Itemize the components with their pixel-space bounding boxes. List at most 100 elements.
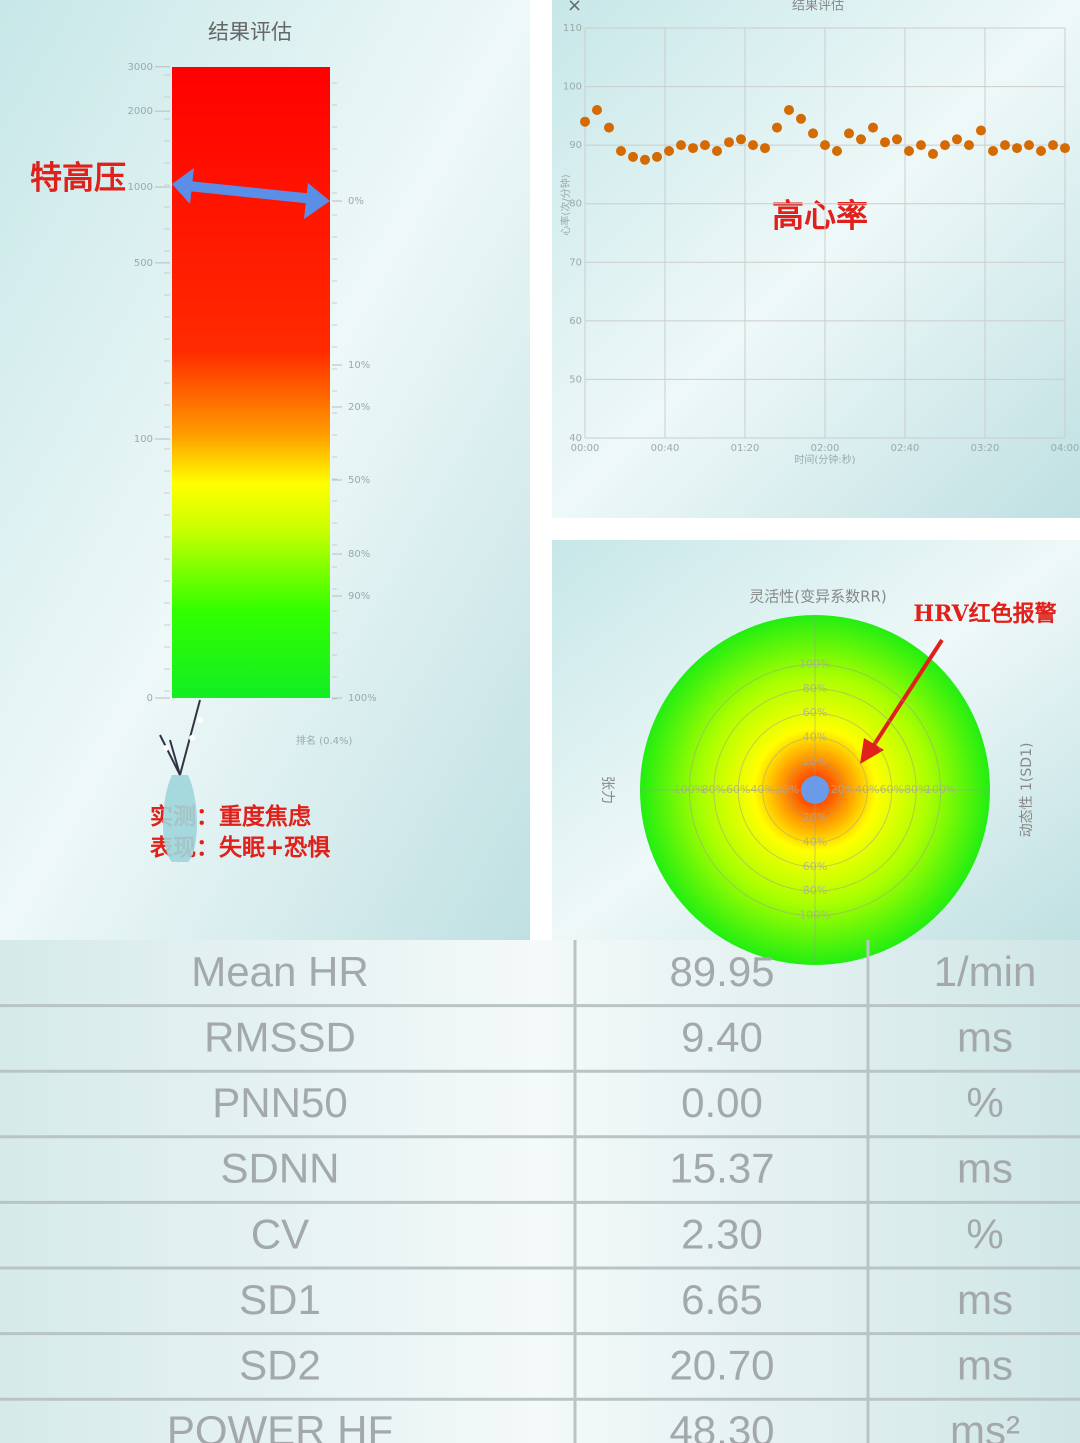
table-cell: 6.65 xyxy=(681,1276,763,1323)
table-panel xyxy=(0,940,1080,1443)
x-tick-label: 03:20 xyxy=(971,443,1000,454)
table-cell: RMSSD xyxy=(204,1013,356,1060)
data-point xyxy=(892,134,902,145)
y-tick-label: 40 xyxy=(569,433,582,444)
data-point xyxy=(1060,143,1070,154)
table-cell: 0.00 xyxy=(681,1079,763,1126)
rank-tick-label: 50% xyxy=(348,475,370,486)
data-point xyxy=(844,128,854,139)
vase-icon xyxy=(159,699,203,862)
x-tick-label: 01:20 xyxy=(731,443,760,454)
data-point xyxy=(688,143,698,154)
close-icon[interactable]: × xyxy=(567,0,582,16)
table-cell: 89.95 xyxy=(669,948,774,995)
data-point xyxy=(760,143,770,154)
table-cell: ms² xyxy=(950,1407,1020,1443)
y-tick-label: 90 xyxy=(569,140,582,151)
data-point xyxy=(868,122,878,133)
y-tick-label: 110 xyxy=(563,23,582,34)
data-point xyxy=(796,113,806,124)
table-cell: ms xyxy=(957,1145,1013,1192)
data-point xyxy=(592,105,602,115)
table-cell: 48.30 xyxy=(669,1407,774,1443)
table-cell: % xyxy=(966,1079,1003,1126)
rank-label: 排名 (0.4%) xyxy=(296,734,352,747)
alarm-arrow xyxy=(860,638,944,764)
data-point xyxy=(820,140,830,151)
scale-tick-label: 500 xyxy=(134,258,153,269)
rank-tick-label: 10% xyxy=(348,360,370,371)
table-cell: PNN50 xyxy=(212,1079,347,1126)
table-cell: 2.30 xyxy=(681,1210,763,1257)
data-point xyxy=(604,122,614,133)
data-point xyxy=(880,137,890,148)
x-tick-label: 02:40 xyxy=(891,443,920,454)
table-cell: POWER HF xyxy=(167,1407,393,1443)
data-point xyxy=(1024,140,1034,151)
polar-title: 灵活性(变异系数RR) xyxy=(749,588,887,606)
data-point xyxy=(736,134,746,145)
y-axis-label: 心率(次/分钟) xyxy=(559,174,572,235)
y-tick-label: 60 xyxy=(569,316,582,327)
rank-tick-label: 90% xyxy=(348,591,370,602)
data-point xyxy=(772,122,782,133)
data-point xyxy=(652,151,662,162)
table-cell: 20.70 xyxy=(669,1341,774,1388)
table-cell: CV xyxy=(251,1210,309,1257)
table-cell: 15.37 xyxy=(669,1145,774,1192)
table-cell: SD2 xyxy=(239,1341,321,1388)
scale-tick-label: 1000 xyxy=(128,182,153,193)
scale-tick-label: 3000 xyxy=(128,62,153,73)
table-cell: ms xyxy=(957,1013,1013,1060)
y-tick-label: 70 xyxy=(569,257,582,268)
data-point xyxy=(940,140,950,151)
panel-title: 结果评估 xyxy=(208,20,292,44)
rank-tick-label: 0% xyxy=(348,196,364,207)
double-arrow xyxy=(172,168,330,219)
table-cell: 1/min xyxy=(934,948,1037,995)
table-cell: % xyxy=(966,1210,1003,1257)
x-tick-label: 02:00 xyxy=(811,443,840,454)
hrv-point xyxy=(801,776,829,804)
data-point xyxy=(856,134,866,145)
table-cell: ms xyxy=(957,1341,1013,1388)
level-bar xyxy=(172,67,330,698)
data-point xyxy=(616,146,626,156)
table-cell: Mean HR xyxy=(191,948,368,995)
rank-tick-label: 20% xyxy=(348,402,370,413)
y-tick-label: 50 xyxy=(569,374,582,385)
data-point xyxy=(724,137,734,148)
x-axis-label: 时间(分钟:秒) xyxy=(794,453,855,466)
data-point xyxy=(832,146,842,156)
data-point xyxy=(712,146,722,156)
table-cell: ms xyxy=(957,1276,1013,1323)
data-point xyxy=(700,140,710,151)
table-cell: 9.40 xyxy=(681,1013,763,1060)
data-point xyxy=(904,146,914,156)
y-tick-label: 100 xyxy=(563,82,582,93)
data-point xyxy=(976,125,986,136)
data-point xyxy=(1000,140,1010,151)
annotation: 高心率 xyxy=(772,197,868,235)
data-point xyxy=(784,105,794,115)
alarm: HRV红色报警 xyxy=(913,601,1056,627)
data-point xyxy=(628,151,638,162)
rank-tick-label: 100% xyxy=(348,693,377,704)
x-tick-label: 00:40 xyxy=(651,443,680,454)
heart-rate-panel xyxy=(552,0,1080,518)
data-point xyxy=(1048,140,1058,151)
right-axis-label: 动态性 1(SD1) xyxy=(1019,743,1035,838)
data-point xyxy=(988,146,998,156)
data-point xyxy=(1012,143,1022,154)
table-cell: SD1 xyxy=(239,1276,321,1323)
y-tick-label: 80 xyxy=(569,199,582,210)
data-point xyxy=(928,148,938,159)
data-point xyxy=(748,140,758,151)
data-point xyxy=(676,140,686,151)
scale-tick-label: 2000 xyxy=(128,106,153,117)
left-axis-label: 张力 xyxy=(599,776,615,804)
data-point xyxy=(964,140,974,151)
scale-tick-label: 0 xyxy=(147,693,153,704)
x-tick-label: 04:00 xyxy=(1051,443,1080,454)
